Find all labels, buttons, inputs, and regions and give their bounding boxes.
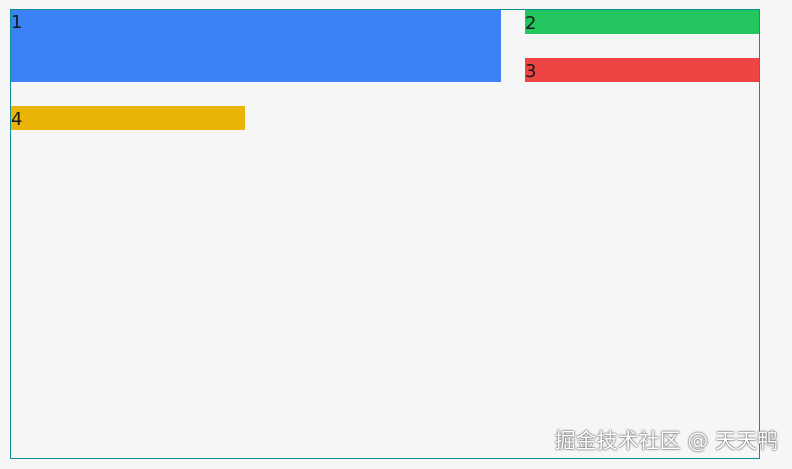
watermark: 掘金技术社区 @ 天天鸭 [554,429,778,453]
item-label: 3 [525,61,537,82]
grid-item-4: 4 [11,106,245,130]
grid-container: 1 2 3 4 [10,9,760,459]
grid-item-2: 2 [525,10,759,34]
item-label: 2 [525,13,537,34]
item-label: 4 [11,109,23,130]
grid-item-3: 3 [525,58,759,82]
grid-item-1: 1 [11,10,501,82]
item-label: 1 [11,12,23,33]
